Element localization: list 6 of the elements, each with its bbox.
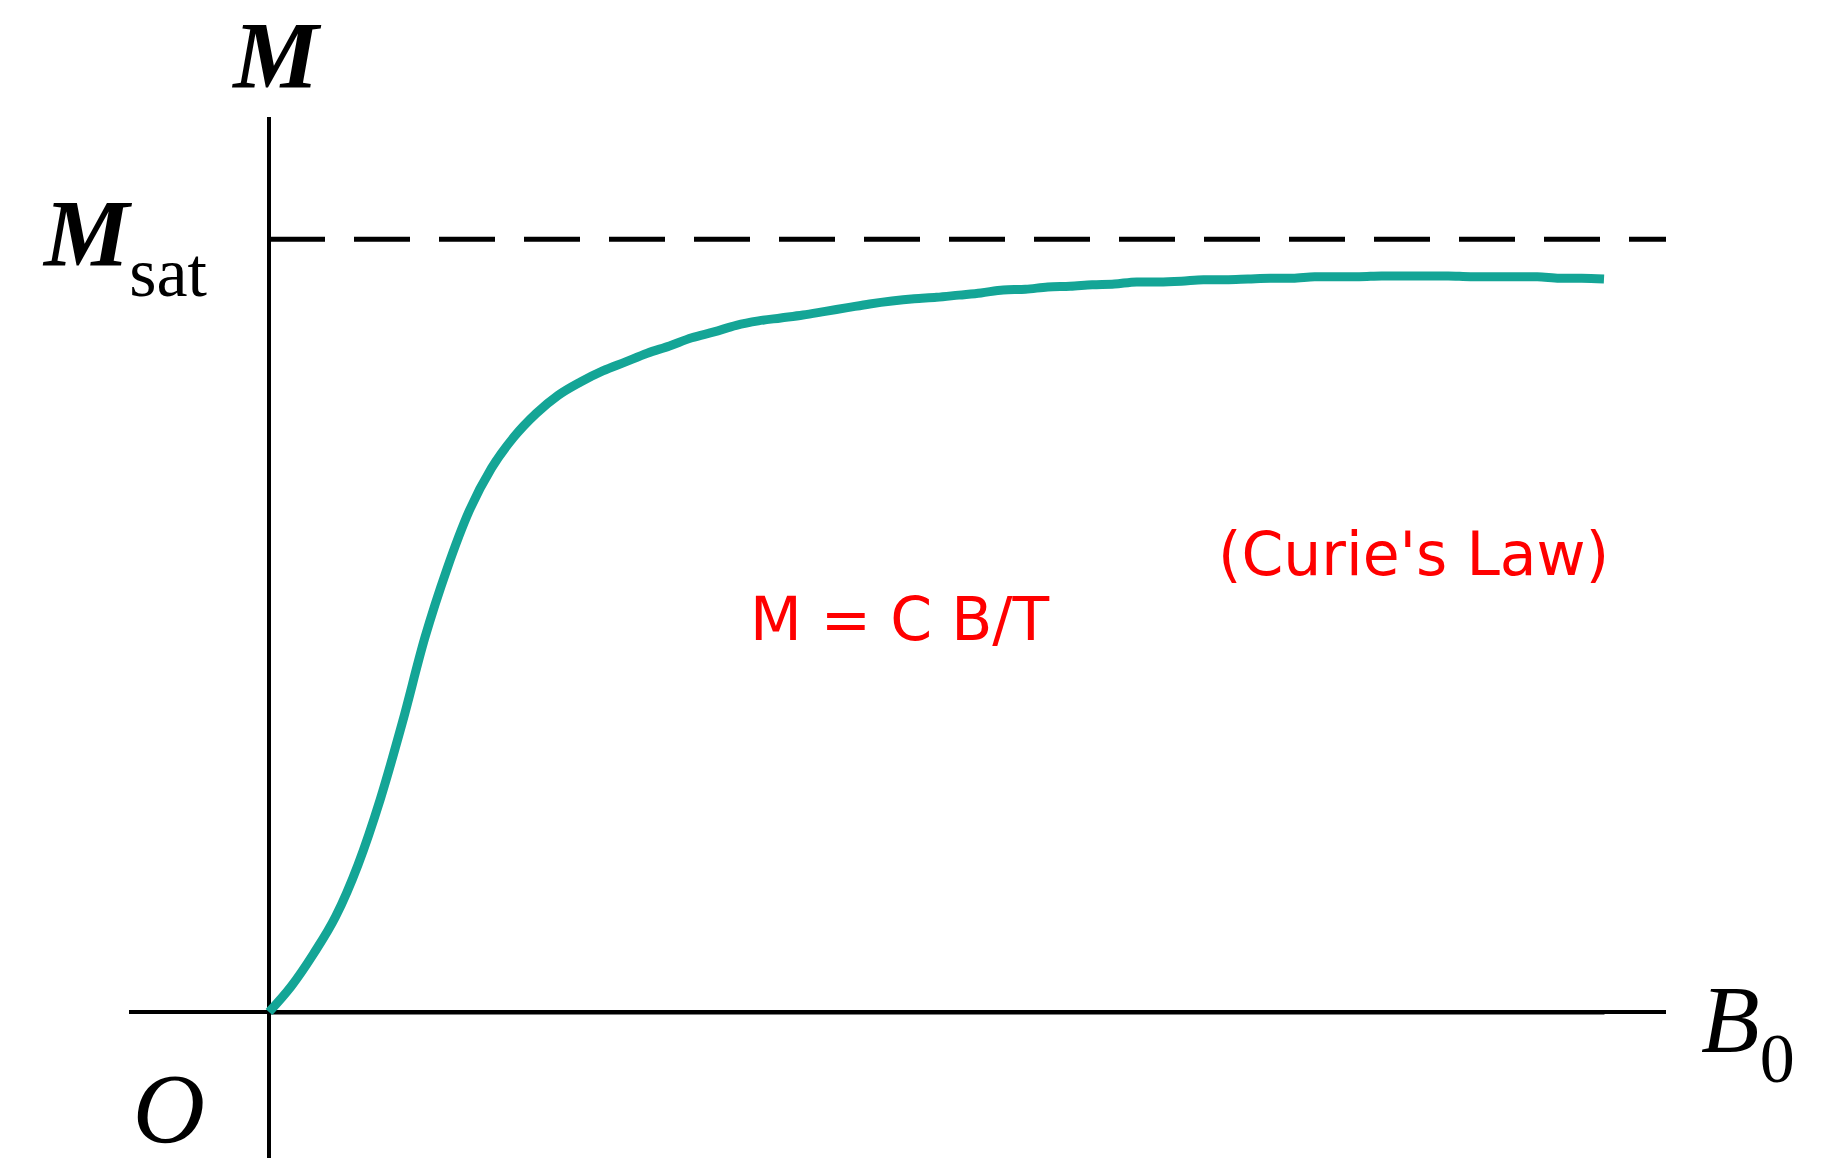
x-axis-title: B$_{0}$ — [1701, 966, 1795, 1097]
y-axis-title: M — [231, 2, 323, 109]
ref-line-label: M$_{sat}$ — [41, 180, 208, 312]
annotation: M = C B/T — [750, 584, 1050, 654]
text: O — [132, 1053, 205, 1158]
annotation: (Curie's Law) — [1218, 519, 1610, 589]
